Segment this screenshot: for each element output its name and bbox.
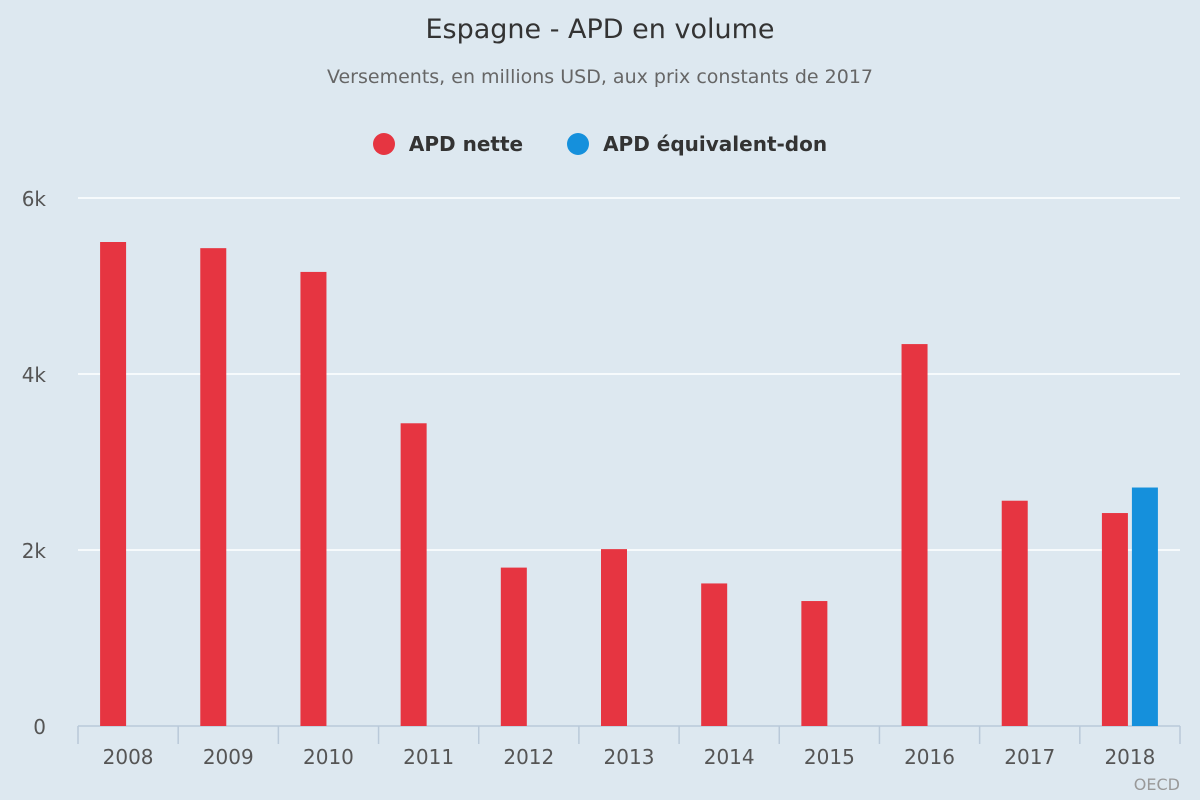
y-tick-label: 2k [22,539,47,563]
x-tick-label: 2014 [704,745,755,769]
bar-apd-nette[interactable] [701,583,728,726]
legend-marker-apd-equivalent-don [567,133,590,155]
legend-label-apd-nette: APD nette [408,132,524,156]
x-tick-label: 2013 [604,745,655,769]
bar-apd-nette[interactable] [500,567,527,726]
y-tick-label: 4k [22,363,47,387]
bar-apd-nette[interactable] [1001,500,1028,726]
bar-apd-nette[interactable] [300,271,327,726]
bar-apd-nette[interactable] [100,242,127,726]
y-tick-label: 0 [33,715,46,739]
chart-title: Espagne - APD en volume [425,14,775,45]
y-tick-label: 6k [22,187,47,211]
x-tick-label: 2012 [503,745,554,769]
x-tick-label: 2015 [804,745,855,769]
legend-label-apd-equivalent-don: APD équivalent-don [603,132,828,156]
bar-apd-nette[interactable] [801,601,828,726]
legend-item-apd-nette[interactable]: APD nette [372,132,524,156]
x-tick-label: 2018 [1104,745,1155,769]
bar-apd-nette[interactable] [601,549,627,726]
chart-subtitle: Versements, en millions USD, aux prix co… [326,66,874,88]
x-tick-label: 2011 [403,745,454,769]
legend: APD nette APD équivalent-don [0,132,1200,156]
x-tick-label: 2017 [1004,745,1055,769]
x-tick-label: 2010 [303,745,354,769]
legend-item-apd-equivalent-don[interactable]: APD équivalent-don [567,132,827,156]
bar-apd-nette[interactable] [200,248,227,726]
bar-apd-nette[interactable] [400,423,427,726]
x-tick-label: 2009 [203,745,254,769]
x-tick-label: 2016 [904,745,955,769]
bar-apd-nette[interactable] [1101,513,1128,726]
x-tick-label: 2008 [103,745,154,769]
bar-apd-equivalent-don[interactable] [1131,487,1158,726]
credit-text[interactable]: OECD [1133,775,1180,794]
legend-marker-apd-nette [372,133,395,155]
bar-apd-nette[interactable] [901,344,928,726]
